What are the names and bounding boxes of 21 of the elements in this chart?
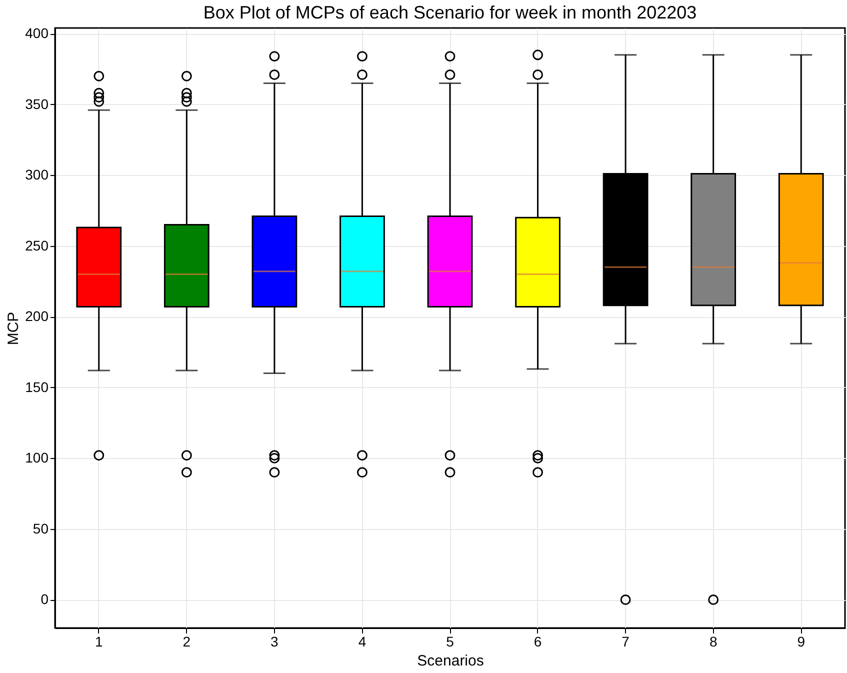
x-tick-label: 6 xyxy=(534,634,542,650)
y-tick-label: 50 xyxy=(32,520,49,536)
y-tick-label: 400 xyxy=(25,25,49,42)
x-tick-label: 9 xyxy=(797,634,806,650)
x-tick-label: 4 xyxy=(358,634,366,650)
x-tick-label: 2 xyxy=(182,634,191,650)
x-tick-label: 7 xyxy=(622,634,630,650)
x-axis-title: Scenarios xyxy=(417,652,484,670)
y-tick-label: 150 xyxy=(25,378,49,395)
x-tick-label: 5 xyxy=(446,634,454,650)
y-axis-title: MCP xyxy=(5,312,22,346)
y-tick-label: 250 xyxy=(25,237,49,254)
y-tick-label: 300 xyxy=(25,166,49,183)
chart-title: Box Plot of MCPs of each Scenario for week in month 202203 xyxy=(203,2,697,23)
x-tick-label: 1 xyxy=(94,634,103,650)
y-tick-label: 200 xyxy=(25,308,49,324)
x-tick-label: 8 xyxy=(709,634,718,650)
y-tick-label: 0 xyxy=(40,591,49,608)
y-tick-label: 350 xyxy=(25,96,49,112)
y-tick-label: 100 xyxy=(25,450,49,466)
x-tick-label: 3 xyxy=(270,634,279,650)
